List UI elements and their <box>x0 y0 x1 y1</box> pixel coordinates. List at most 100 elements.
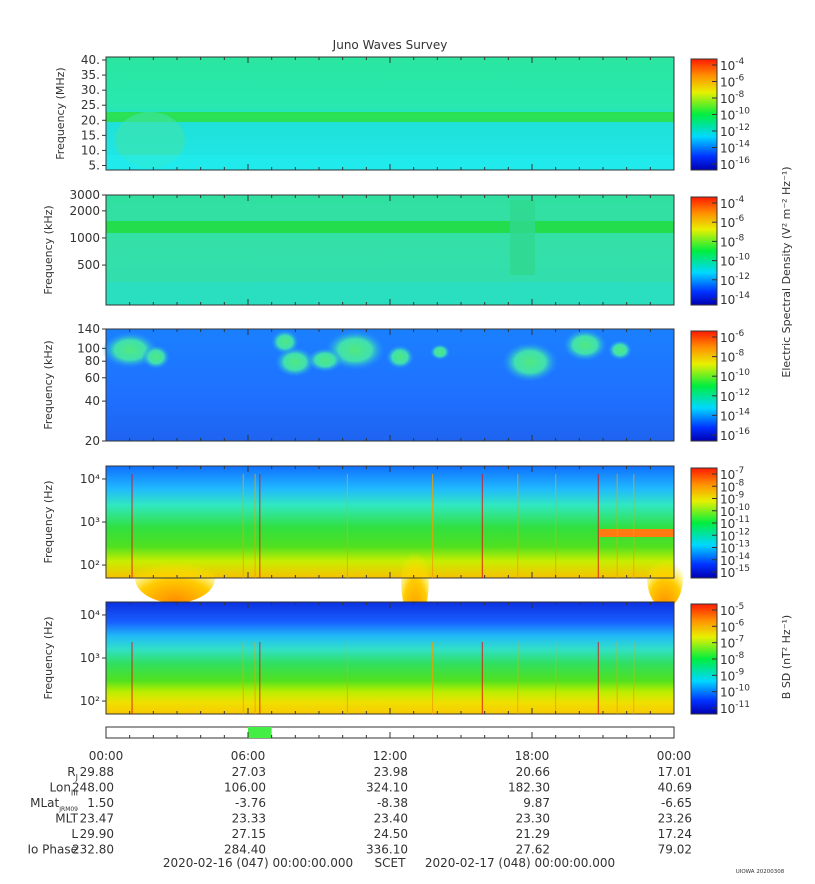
ephemeris-value: 27.62 <box>516 843 550 857</box>
footer-scet: SCET <box>375 856 407 870</box>
y-tick-label: 40. <box>81 53 100 67</box>
panel-1 <box>105 56 675 171</box>
ephemeris-value: 17.24 <box>658 827 692 841</box>
time-label: 00:00 <box>657 749 692 763</box>
panel-2-disturbance <box>510 200 535 275</box>
panel-1-feature <box>115 112 185 168</box>
y-tick-label: 30. <box>81 83 100 97</box>
colorbar-tick-label: 10-16 <box>720 427 750 443</box>
colorbar-tick-label: 10-6 <box>720 214 745 230</box>
axes-layer: 40.35.30.25.20.15.10.5. Frequency (MHz) 30… <box>42 53 675 714</box>
colorbar-tick-label: 10-14 <box>720 291 750 307</box>
y-axis-label: Frequency (Hz) <box>42 617 55 700</box>
colorbar-tick-label: 10-7 <box>720 635 744 651</box>
ephemeris-value: 182.30 <box>508 781 550 795</box>
ephemeris-value: 20.66 <box>516 765 550 779</box>
colorbar-tick-label: 10-4 <box>720 57 745 73</box>
panel-5 <box>105 601 675 715</box>
colorbar-tick-label: 10-6 <box>720 329 745 345</box>
colorbar-tick-label: 10-7 <box>720 466 744 482</box>
ephemeris-value: 106.00 <box>224 781 266 795</box>
colorbar-tick-label: 10-12 <box>720 388 750 404</box>
y-tick-label: 500 <box>77 258 100 272</box>
ephemeris-value: 40.69 <box>658 781 692 795</box>
ephemeris-value: -8.38 <box>377 796 408 810</box>
coverage-highlight <box>248 727 272 738</box>
colorbar-label-electric: Electric Spectral Density (V² m⁻² Hz⁻¹) <box>780 166 793 377</box>
colorbar-tick-label: 10-10 <box>720 107 750 123</box>
ephemeris-value: 23.40 <box>374 812 408 826</box>
ephemeris-value: 23.98 <box>374 765 408 779</box>
colorbar-tick-label: 10-10 <box>720 368 750 384</box>
panel-4 <box>105 465 683 623</box>
colorbar-tick-label: 10-11 <box>720 700 750 716</box>
colorbar-tick-label: 10-12 <box>720 123 750 139</box>
y-tick-label: 10⁴ <box>80 608 100 622</box>
y-tick-label: 1000 <box>69 231 100 245</box>
y-tick-label: 100 <box>77 341 100 355</box>
panel-3-burst <box>271 330 299 354</box>
figure-title: Juno Waves Survey <box>332 38 448 52</box>
ephemeris-value: 23.33 <box>232 812 266 826</box>
y-axis-label: Frequency (MHz) <box>54 67 67 159</box>
ephemeris-value: 1.50 <box>87 796 114 810</box>
ephemeris-row-label: MLT <box>55 812 78 826</box>
y-tick-label: 25. <box>81 98 100 112</box>
panel-2-band <box>106 221 674 233</box>
time-label: 12:00 <box>373 749 408 763</box>
colorbar-tick-label: 10-14 <box>720 407 750 423</box>
colorbar-tick-label: 10-14 <box>720 552 750 568</box>
panel-2 <box>105 194 675 306</box>
ephemeris-value: -3.76 <box>235 796 266 810</box>
time-label: 00:00 <box>89 749 124 763</box>
ephemeris-value: 23.47 <box>80 812 114 826</box>
colorbar-tick-label: 10-5 <box>720 602 744 618</box>
y-tick-label: 20. <box>81 113 100 127</box>
panel-3-burst <box>142 345 170 369</box>
colorbar-tick-label: 10-6 <box>720 618 745 634</box>
ephemeris-row-label: Io Phase <box>27 843 78 857</box>
colorbar-tick-label: 10-15 <box>720 564 750 580</box>
y-tick-label: 80 <box>85 354 100 368</box>
ephemeris-value: 284.40 <box>224 843 266 857</box>
colorbar-tick-label: 10-14 <box>720 140 750 156</box>
ephemeris-value: -6.65 <box>661 796 692 810</box>
colorbar-tick-label: 10-10 <box>720 684 750 700</box>
y-tick-label: 10² <box>80 558 100 572</box>
colorbar-tick-label: 10-13 <box>720 540 750 556</box>
ephemeris-value: 336.10 <box>366 843 408 857</box>
ephemeris-row-label: L <box>71 827 78 841</box>
y-axis-label: Frequency (kHz) <box>42 205 55 294</box>
ephemeris-value: 29.88 <box>80 765 114 779</box>
ephemeris-row-label: LonIII <box>50 781 79 798</box>
colorbar-tick-label: 10-10 <box>720 503 750 519</box>
footer-end: 2020-02-17 (048) 00:00:00.000 <box>425 856 615 870</box>
y-tick-label: 35. <box>81 68 100 82</box>
colorbar-tick-label: 10-8 <box>720 90 745 106</box>
panel-4-band <box>600 529 674 537</box>
ephemeris-value: 79.02 <box>658 843 692 857</box>
ephemeris-value: 27.03 <box>232 765 266 779</box>
y-tick-label: 10² <box>80 694 100 708</box>
ephemeris-value: 23.30 <box>516 812 550 826</box>
y-tick-label: 10⁴ <box>80 472 100 486</box>
colorbar-tick-label: 10-9 <box>720 491 745 507</box>
y-tick-label: 5. <box>89 158 100 172</box>
panel-3-burst <box>386 345 414 369</box>
y-tick-label: 140 <box>77 322 100 336</box>
ephemeris-value: 23.26 <box>658 812 692 826</box>
colorbar-tick-label: 10-4 <box>720 195 745 211</box>
ephemeris-value: 24.50 <box>374 827 408 841</box>
ephemeris-value: 29.90 <box>80 827 114 841</box>
time-label: 18:00 <box>515 749 550 763</box>
ephemeris-value: 232.80 <box>72 843 114 857</box>
y-tick-label: 40 <box>85 394 100 408</box>
panel-5-spectrogram <box>106 602 674 714</box>
ephemeris-value: 324.10 <box>366 781 408 795</box>
ephemeris-value: 17.01 <box>658 765 692 779</box>
footer-stamp: UIOWA 20200308 <box>736 869 785 875</box>
panel-3 <box>102 328 675 442</box>
